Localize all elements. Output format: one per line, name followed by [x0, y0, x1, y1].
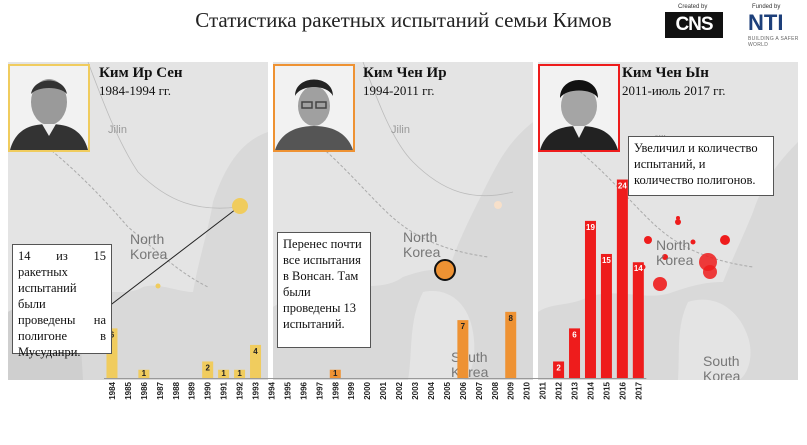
- leader-years-2: 1994-2011 гг.: [363, 83, 435, 98]
- tick-label-2017: 2017: [634, 381, 643, 399]
- value-label-2009: 8: [508, 314, 513, 323]
- map-label-north-korea: North Korea: [130, 231, 168, 262]
- bar-2009: [505, 311, 517, 378]
- value-label-2016: 24: [618, 182, 627, 191]
- tick-label-1986: 1986: [140, 381, 149, 399]
- funded-by-label: Funded by: [752, 4, 781, 10]
- value-label-1986: 1: [142, 369, 147, 378]
- launch-site-wonsan: [434, 259, 456, 281]
- created-by-label: Created by: [678, 4, 708, 10]
- tick-label-2005: 2005: [443, 381, 452, 399]
- value-label-1984: 6: [110, 330, 115, 339]
- bar-1992: [234, 369, 246, 378]
- tick-label-1996: 1996: [299, 381, 308, 399]
- launch-sites: [640, 216, 730, 291]
- tick-label-1991: 1991: [220, 381, 229, 399]
- portrait-image: [275, 66, 353, 150]
- note-kim-jong-un: Увеличил и количество испытаний, и колич…: [628, 136, 774, 196]
- value-label-2006: 7: [461, 322, 466, 331]
- leader-years-1: 1984-1994 гг.: [99, 83, 172, 98]
- tick-label-1992: 1992: [236, 381, 245, 399]
- bar-1993: [250, 344, 262, 378]
- tick-label-1997: 1997: [315, 381, 324, 399]
- page-title: Статистика ракетных испытаний семьи Кимо…: [195, 8, 612, 32]
- tick-label-2015: 2015: [602, 381, 611, 399]
- tick-label-1998: 1998: [331, 381, 340, 399]
- tick-label-2007: 2007: [475, 381, 484, 399]
- bar-1998: [329, 369, 341, 378]
- bar-1991: [218, 369, 230, 378]
- bar-group: 6198419851198619871988198921990119911199…: [104, 179, 647, 400]
- tick-label-1988: 1988: [172, 381, 181, 399]
- tick-label-1993: 1993: [252, 381, 261, 399]
- value-label-2015: 15: [602, 256, 611, 265]
- bar-2015: [600, 253, 612, 378]
- launch-site-minor: [155, 283, 161, 289]
- tick-label-2012: 2012: [555, 381, 564, 399]
- value-label-1993: 4: [253, 347, 258, 356]
- tick-label-2014: 2014: [586, 381, 595, 399]
- tick-label-1985: 1985: [124, 381, 133, 399]
- tick-label-2009: 2009: [507, 381, 516, 399]
- tick-label-2013: 2013: [571, 381, 580, 399]
- note-kim-jong-il: Перенес почти все испытания в Вонсан. Та…: [277, 232, 371, 348]
- value-label-1992: 1: [237, 369, 242, 378]
- value-label-2013: 6: [572, 330, 577, 339]
- tick-label-1987: 1987: [156, 381, 165, 399]
- bar-2006: [457, 320, 469, 378]
- leader-name-3: Ким Чен Ын: [622, 65, 709, 81]
- tick-label-2016: 2016: [618, 381, 627, 399]
- map-label-north-korea: North Korea: [656, 237, 694, 268]
- tick-label-1989: 1989: [188, 381, 197, 399]
- tick-label-2011: 2011: [539, 381, 548, 399]
- tick-label-2002: 2002: [395, 381, 404, 399]
- leader-years-3: 2011-июль 2017 гг.: [622, 83, 726, 98]
- bar-2017: [632, 262, 644, 378]
- bar-1990: [202, 361, 214, 378]
- map-label-north-korea: North Korea: [403, 229, 441, 260]
- bar-2013: [569, 328, 581, 378]
- bar-2012: [553, 361, 565, 378]
- portrait-kim-jong-un: [538, 64, 620, 152]
- value-label-2012: 2: [556, 363, 561, 372]
- tick-label-2000: 2000: [363, 381, 372, 399]
- tick-label-1990: 1990: [204, 381, 213, 399]
- launch-site-musudan: [232, 198, 248, 214]
- leader-name-2: Ким Чен Ир: [363, 65, 447, 81]
- map-label-south-korea: South Korea: [703, 353, 741, 381]
- tick-label-1984: 1984: [108, 381, 117, 399]
- tick-label-2001: 2001: [379, 381, 388, 399]
- tick-label-2006: 2006: [459, 381, 468, 399]
- portrait-kim-jong-il: [273, 64, 355, 152]
- tick-label-2003: 2003: [411, 381, 420, 399]
- tick-label-1994: 1994: [267, 381, 276, 399]
- tick-label-1995: 1995: [283, 381, 292, 399]
- map-label-jilin: Jilin: [391, 124, 410, 136]
- portrait-kim-il-sung: [8, 64, 90, 152]
- portrait-image: [540, 66, 618, 150]
- value-label-2014: 19: [586, 223, 595, 232]
- value-label-1991: 1: [221, 369, 226, 378]
- nti-logo: NTI: [748, 10, 784, 35]
- cns-logo: CNS: [665, 12, 723, 38]
- leader-name-1: Ким Ир Сен: [99, 65, 183, 81]
- leader-line: [103, 205, 241, 311]
- value-label-1990: 2: [205, 363, 210, 372]
- nti-tagline: BUILDING A SAFER WORLD: [748, 36, 799, 48]
- bar-2016: [616, 179, 628, 378]
- tick-label-2008: 2008: [491, 381, 500, 399]
- tick-label-2004: 2004: [427, 381, 436, 399]
- map-label-jilin: Jilin: [108, 124, 127, 136]
- tick-label-2010: 2010: [523, 381, 532, 399]
- tick-label-1999: 1999: [347, 381, 356, 399]
- value-label-2017: 14: [634, 264, 643, 273]
- bar-1986: [138, 369, 150, 378]
- portrait-image: [10, 66, 88, 150]
- value-label-1998: 1: [333, 369, 338, 378]
- bar-2014: [584, 220, 596, 378]
- note-kim-il-sung: 14 из 15 ракетных испытаний были проведе…: [12, 244, 112, 359]
